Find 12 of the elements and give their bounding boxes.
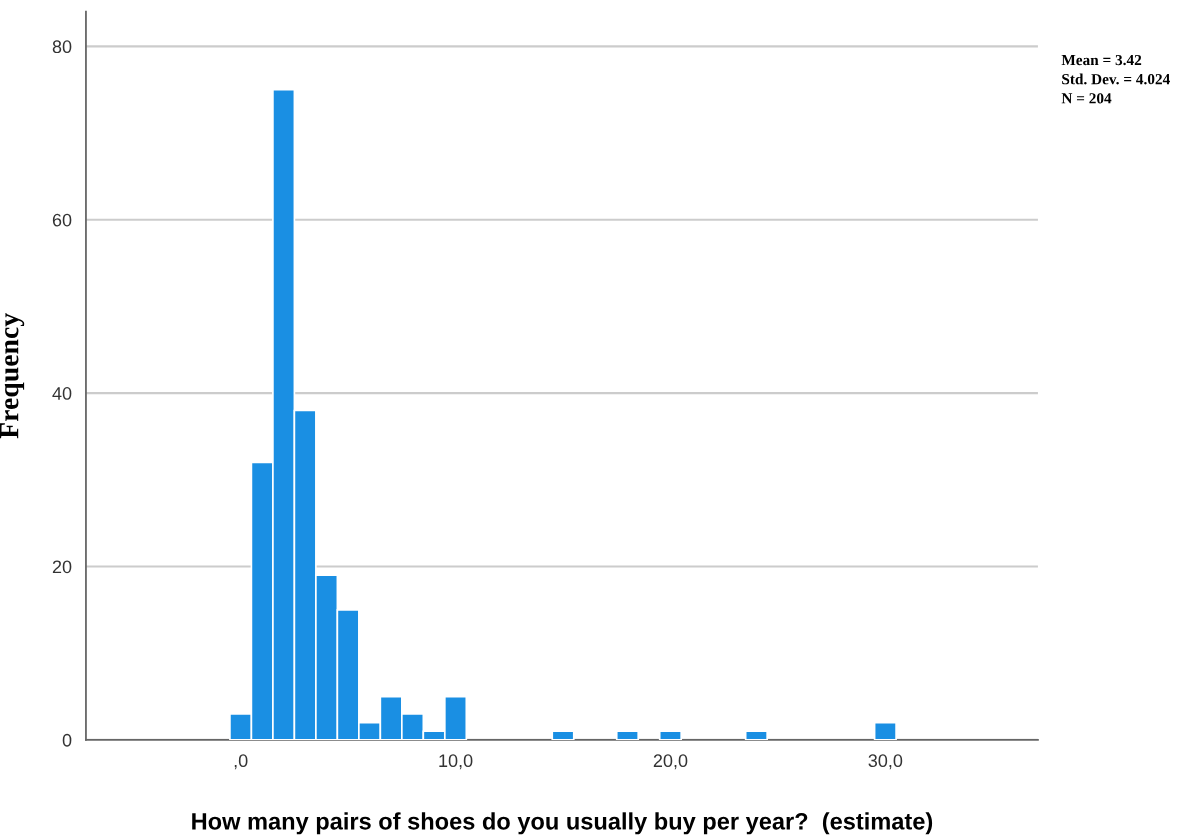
y-tick-label: 60 (52, 213, 72, 227)
y-axis-title: Frequency (0, 313, 25, 439)
x-tick-label: 30,0 (868, 754, 903, 770)
x-tick-label: ,0 (234, 754, 248, 770)
y-tick-label: 80 (52, 40, 72, 54)
y-tick-label: 20 (52, 560, 72, 574)
x-tick-label: 10,0 (439, 754, 473, 770)
y-tick-label: 0 (62, 733, 72, 747)
text: Mean = 3.42 Std. Dev. = 4.024 N = 204 (1061, 54, 1170, 104)
y-tick-label: 40 (52, 387, 72, 400)
x-axis-title: How many pairs of shoes do you usually buy per year? (estimate) (192, 812, 933, 835)
x-tick-label: 20,0 (653, 754, 688, 770)
